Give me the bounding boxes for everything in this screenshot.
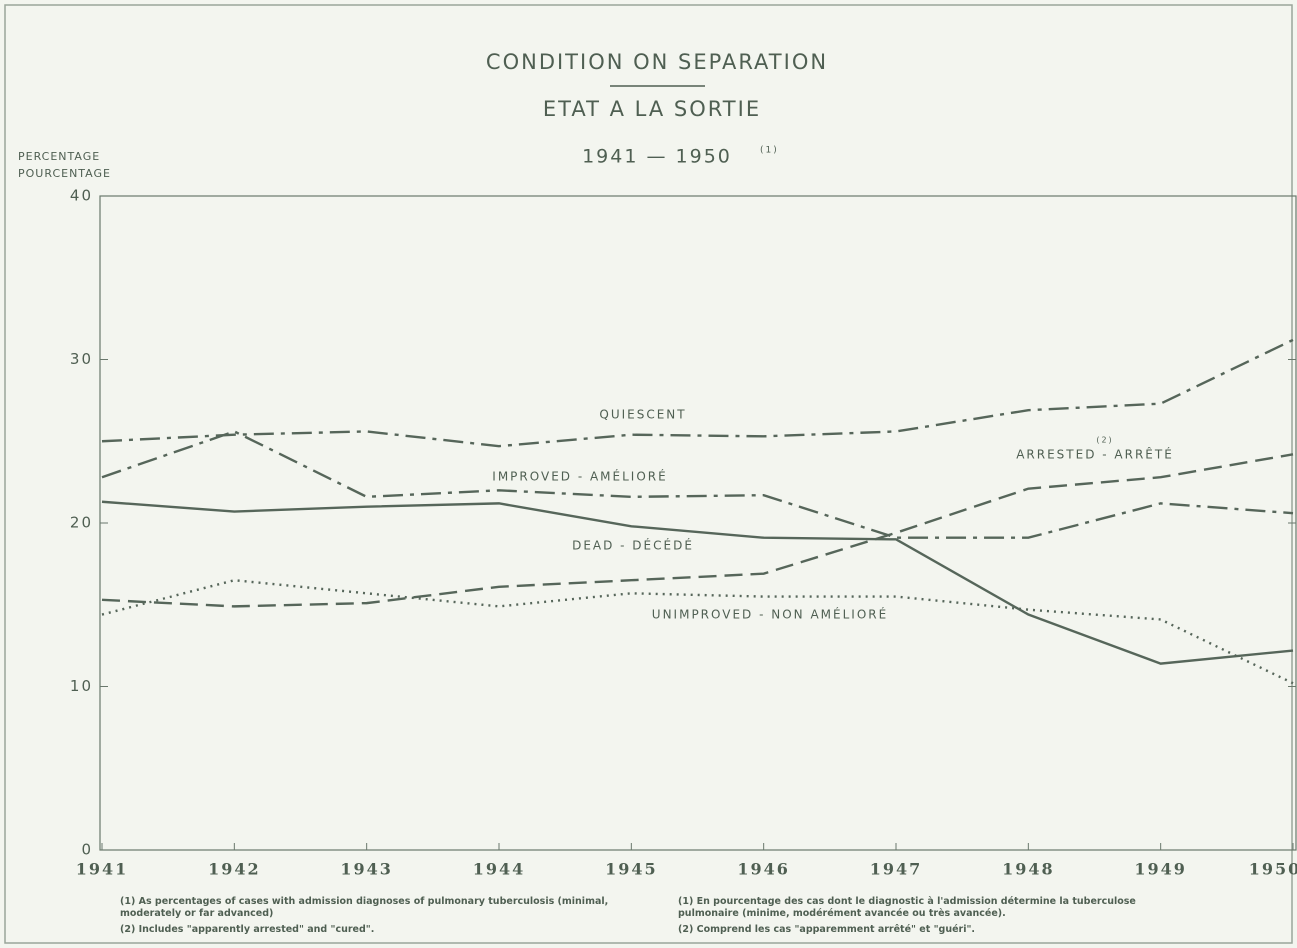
series-label: UNIMPROVED - NON AMÉLIORÉ [652,607,888,622]
y-tick-label: 30 [70,350,93,368]
x-tick-label: 1941 [76,860,129,879]
x-tick-label: 1948 [1002,860,1055,879]
footnote: (2) Includes "apparently arrested" and "… [120,924,375,935]
series-label: IMPROVED - AMÉLIORÉ [492,469,667,484]
series-line [101,579,1294,685]
y-tick-label: 0 [81,841,93,859]
period-note: (1) [760,146,779,156]
footnote: (2) Comprend les cas "apparemment arrêté… [678,924,976,935]
x-tick-label: 1944 [473,860,526,879]
y-label: POURCENTAGE [18,167,111,180]
footnote: (1) As percentages of cases with admissi… [120,896,609,919]
x-tick-label: 1942 [208,860,261,879]
series-label: QUIESCENT [599,408,686,422]
footnote: (1) En pourcentage des cas dont le diagn… [678,896,1136,919]
frame [4,4,1293,944]
series-label-note: (2) [1096,436,1113,445]
series-label: DEAD - DÉCÉDÉ [572,538,694,553]
plot-frame [99,195,1297,851]
x-tick-label: 1945 [605,860,658,879]
x-tick-label: 1943 [340,860,393,879]
chart-title: CONDITION ON SEPARATION [486,50,828,74]
x-tick-label: 1946 [737,860,790,879]
y-tick-label: 10 [70,677,93,695]
series-line [101,338,1294,448]
series-line [101,430,1294,539]
series-line [101,453,1294,608]
y-tick-label: 40 [70,187,93,205]
chart-subtitle: ETAT A LA SORTIE [543,97,761,121]
y-label: PERCENTAGE [18,150,100,163]
x-tick-label: 1947 [870,860,923,879]
period: 1941 — 1950 [582,146,732,168]
x-tick-label: 1949 [1134,860,1187,879]
y-tick-label: 20 [70,514,93,532]
series-line [101,500,1294,665]
x-tick-label: 1950 [1249,860,1297,879]
series-label: ARRESTED - ARRÊTÉ [1016,447,1174,462]
